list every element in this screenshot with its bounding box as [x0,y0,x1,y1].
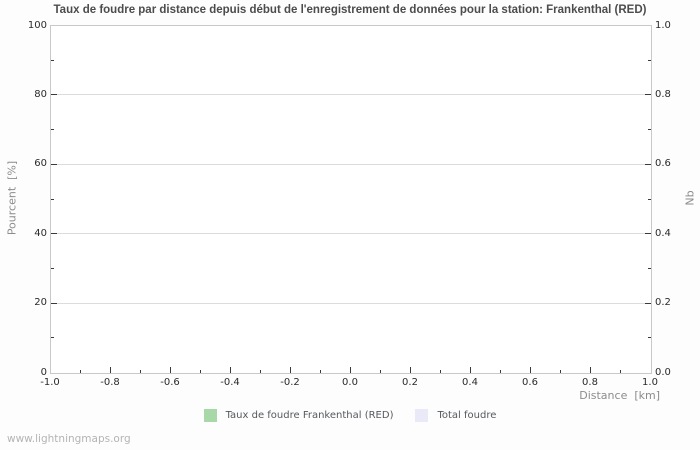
x-major-tick [290,367,291,373]
x-major-tick [350,367,351,373]
y-left-tick-label: 0 [40,366,47,378]
y-minor-tick-left [51,60,54,61]
x-major-tick [110,367,111,373]
x-tick-label: 1.0 [642,377,658,388]
y-major-tick-right [645,233,651,234]
x-tick-label: -0.8 [100,377,120,388]
y-left-tick-label: 20 [34,297,47,309]
x-major-tick [170,367,171,373]
x-tick-label: -1.0 [40,377,60,388]
x-minor-tick [260,370,261,373]
y-major-tick-right [645,164,651,165]
gridline [51,233,651,234]
x-minor-tick [560,370,561,373]
x-minor-tick [620,370,621,373]
y-left-tick-label: 100 [27,19,47,31]
x-tick-label: 0.6 [522,377,538,388]
x-minor-tick [380,370,381,373]
y-axis-left-label: Pourcent [%] [5,160,19,236]
y-minor-tick-right [648,199,651,200]
y-left-tick-label: 40 [34,227,47,239]
legend-label-series-2: Total foudre [437,410,497,421]
legend-swatch-series-2 [415,409,429,422]
y-left-tick-label: 80 [34,88,47,100]
y-right-tick-label: 0.6 [655,158,671,170]
y-right-tick-label: 1.0 [655,19,671,31]
x-tick-label: -0.2 [280,377,300,388]
y-axis-right-label: Nb [683,190,697,206]
x-major-tick [410,367,411,373]
watermark: www.lightningmaps.org [7,433,131,445]
y-right-tick-label: 0.8 [655,88,671,100]
legend-item: Total foudre [415,409,496,422]
x-tick-label: 0.0 [342,377,358,388]
y-major-tick-right [645,94,651,95]
chart-title: Taux de foudre par distance depuis début… [53,4,647,16]
x-major-tick [590,367,591,373]
y-minor-tick-left [51,268,54,269]
x-minor-tick [140,370,141,373]
plot-area [50,25,652,374]
y-major-tick-left [51,303,57,304]
y-minor-tick-right [648,268,651,269]
x-minor-tick [440,370,441,373]
y-right-tick-label: 0.0 [655,366,671,378]
y-major-tick-left [51,233,57,234]
legend-label-series-1: Taux de foudre Frankenthal (RED) [225,410,394,421]
x-major-tick [470,367,471,373]
legend-item: Taux de foudre Frankenthal (RED) [203,409,394,422]
y-minor-tick-left [51,199,54,200]
x-tick-label: 0.8 [582,377,598,388]
y-major-tick-left [51,164,57,165]
x-tick-label: -0.6 [160,377,180,388]
y-left-tick-label: 60 [34,158,47,170]
y-minor-tick-right [648,129,651,130]
x-axis-label: Distance [km] [579,389,660,402]
y-major-tick-left [51,94,57,95]
y-minor-tick-right [648,337,651,338]
x-tick-label: 0.2 [402,377,418,388]
y-minor-tick-left [51,129,54,130]
x-tick-label: -0.4 [220,377,240,388]
legend: Taux de foudre Frankenthal (RED) Total f… [0,409,700,422]
gridline [51,94,651,95]
x-minor-tick [320,370,321,373]
x-major-tick [230,367,231,373]
x-minor-tick [500,370,501,373]
y-right-tick-label: 0.4 [655,227,671,239]
y-minor-tick-left [51,337,54,338]
gridline [51,164,651,165]
gridline [51,303,651,304]
x-tick-label: 0.4 [462,377,478,388]
legend-swatch-series-1 [203,409,217,422]
y-minor-tick-right [648,60,651,61]
y-right-tick-label: 0.2 [655,297,671,309]
x-minor-tick [80,370,81,373]
x-major-tick [530,367,531,373]
x-minor-tick [200,370,201,373]
y-major-tick-right [645,303,651,304]
